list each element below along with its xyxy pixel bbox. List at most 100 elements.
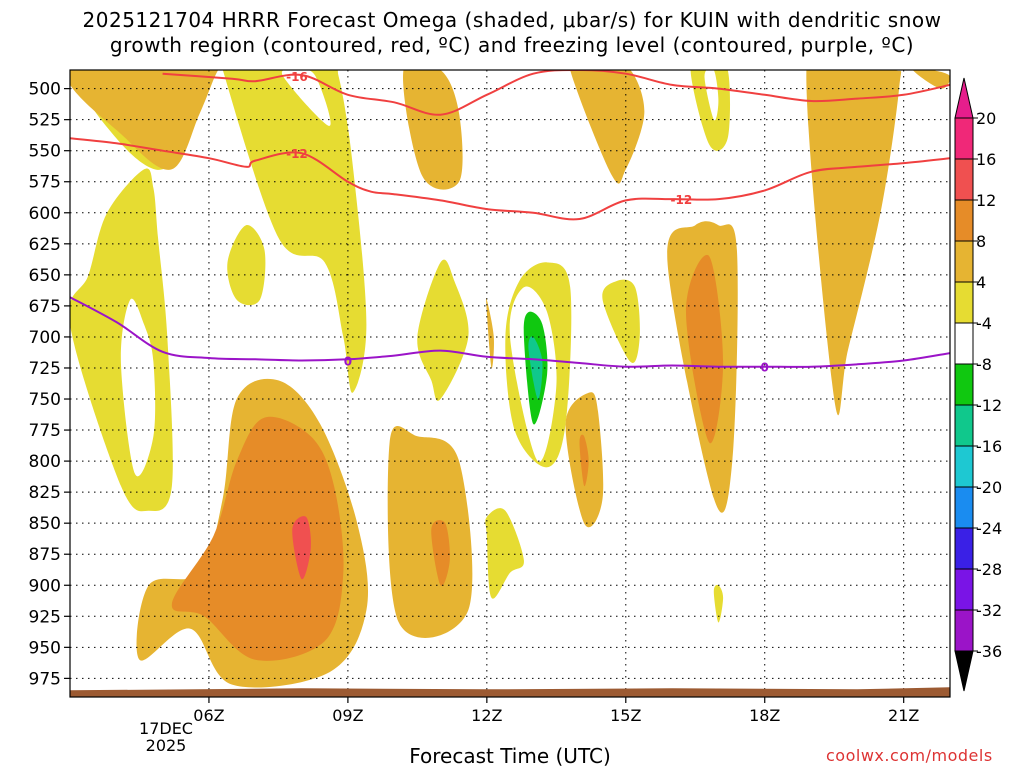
colorbar-segment <box>954 568 974 611</box>
dendritic-upper-isotherm-label: -16 <box>286 70 308 84</box>
x-axis-title: Forecast Time (UTC) <box>409 744 611 768</box>
colorbar-label: -12 <box>976 396 1002 415</box>
x-tick-label: 09Z <box>332 706 363 725</box>
colorbar-label: -16 <box>976 437 1002 456</box>
omega-region <box>806 70 902 416</box>
y-tick-label: 650 <box>29 266 61 286</box>
omega-region <box>912 70 950 89</box>
omega-region <box>387 425 473 638</box>
omega-region <box>486 298 494 369</box>
y-tick-label: 700 <box>29 328 61 348</box>
colorbar: 20 16 12 8 4 -4 -8 -12 -16 -20 -24 -28 -32 -36 <box>954 77 1002 692</box>
x-tick-label: 06Z <box>193 706 224 725</box>
colorbar-label: 20 <box>976 109 996 128</box>
omega-region <box>704 70 719 121</box>
y-tick-label: 800 <box>29 452 61 472</box>
colorbar-label: 8 <box>976 232 986 251</box>
colorbar-segment <box>954 486 974 529</box>
colorbar-label: -8 <box>976 355 992 374</box>
plot-frame <box>69 69 951 698</box>
time-axis: 06Z 09Z 12Z 15Z 18Z 21Z <box>193 697 919 725</box>
x-tick-label: 12Z <box>471 706 502 725</box>
x-tick-label: 15Z <box>610 706 641 725</box>
colorbar-label: 12 <box>976 191 996 210</box>
colorbar-segment <box>954 445 974 488</box>
terrain-layer <box>70 687 950 697</box>
omega-region <box>70 70 228 170</box>
grid-lines <box>70 70 950 697</box>
omega-region <box>281 70 331 126</box>
omega-region <box>292 516 311 580</box>
omega-region <box>690 70 730 151</box>
y-tick-label: 875 <box>29 545 61 565</box>
colorbar-segment <box>954 281 974 324</box>
y-tick-label: 825 <box>29 483 61 503</box>
y-tick-label: 750 <box>29 390 61 410</box>
dendritic-lower-isotherm-label: -12 <box>286 147 308 161</box>
omega-region <box>227 224 266 306</box>
omega-region <box>686 254 724 444</box>
y-tick-label: 575 <box>29 173 61 193</box>
colorbar-segment <box>954 322 974 365</box>
colorbar-segment <box>954 363 974 406</box>
colorbar-label: -20 <box>976 478 1002 497</box>
colorbar-segment <box>954 117 974 160</box>
chart-title-line1: 2025121704 HRRR Forecast Omega (shaded, … <box>82 8 942 32</box>
x-tick-label: 21Z <box>888 706 919 725</box>
omega-region <box>485 508 524 599</box>
colorbar-label: -4 <box>976 314 992 333</box>
y-tick-label: 900 <box>29 576 61 596</box>
omega-region <box>713 584 724 623</box>
date-year: 2025 <box>145 736 187 755</box>
omega-region <box>417 259 469 401</box>
colorbar-segment <box>954 158 974 201</box>
colorbar-top-arrow <box>954 77 974 119</box>
colorbar-segment <box>954 199 974 242</box>
y-tick-label: 600 <box>29 204 61 224</box>
pressure-axis: 500 525 550 575 600 625 650 675 700 725 750 775 800 8… <box>29 80 70 689</box>
colorbar-label: -36 <box>976 642 1002 661</box>
colorbar-bottom-arrow <box>954 650 974 692</box>
colorbar-label: 16 <box>976 150 996 169</box>
y-tick-label: 500 <box>29 80 61 100</box>
omega-region <box>403 70 463 190</box>
x-tick-label: 18Z <box>749 706 780 725</box>
date-day-month: 17DEC <box>139 719 193 738</box>
credit-link[interactable]: coolwx.com/models <box>826 746 993 765</box>
colorbar-segment <box>954 527 974 570</box>
y-tick-label: 925 <box>29 607 61 627</box>
y-tick-label: 525 <box>29 111 61 131</box>
chart-title-line2: growth region (contoured, red, ºC) and f… <box>109 33 915 57</box>
start-date-label: 17DEC 2025 <box>130 720 202 754</box>
colorbar-label: -32 <box>976 601 1002 620</box>
omega-region <box>431 520 450 587</box>
colorbar-segment <box>954 240 974 283</box>
y-tick-label: 950 <box>29 638 61 658</box>
freezing-level-label: 0 <box>344 355 352 369</box>
colorbar-label: -28 <box>976 560 1002 579</box>
y-tick-label: 775 <box>29 421 61 441</box>
omega-region <box>579 434 589 487</box>
y-tick-label: 550 <box>29 142 61 162</box>
dendritic-lower-isotherm-label: -12 <box>671 193 693 207</box>
freezing-level-line <box>70 296 950 368</box>
y-tick-label: 725 <box>29 359 61 379</box>
omega-region <box>602 279 640 364</box>
colorbar-label: -24 <box>976 519 1002 538</box>
ground-surface <box>70 687 950 697</box>
dendritic-lower-isotherm-line <box>70 137 950 221</box>
y-tick-label: 975 <box>29 669 61 689</box>
y-tick-label: 675 <box>29 297 61 317</box>
y-tick-label: 850 <box>29 514 61 534</box>
omega-region <box>171 416 344 661</box>
colorbar-segment <box>954 404 974 447</box>
colorbar-segment <box>954 609 974 652</box>
omega-region <box>570 70 645 184</box>
omega-region <box>528 336 543 400</box>
omega-region <box>70 168 173 512</box>
freezing-level-label: 0 <box>761 361 769 375</box>
omega-region <box>222 70 367 393</box>
colorbar-label: 4 <box>976 273 986 292</box>
y-tick-label: 625 <box>29 235 61 255</box>
